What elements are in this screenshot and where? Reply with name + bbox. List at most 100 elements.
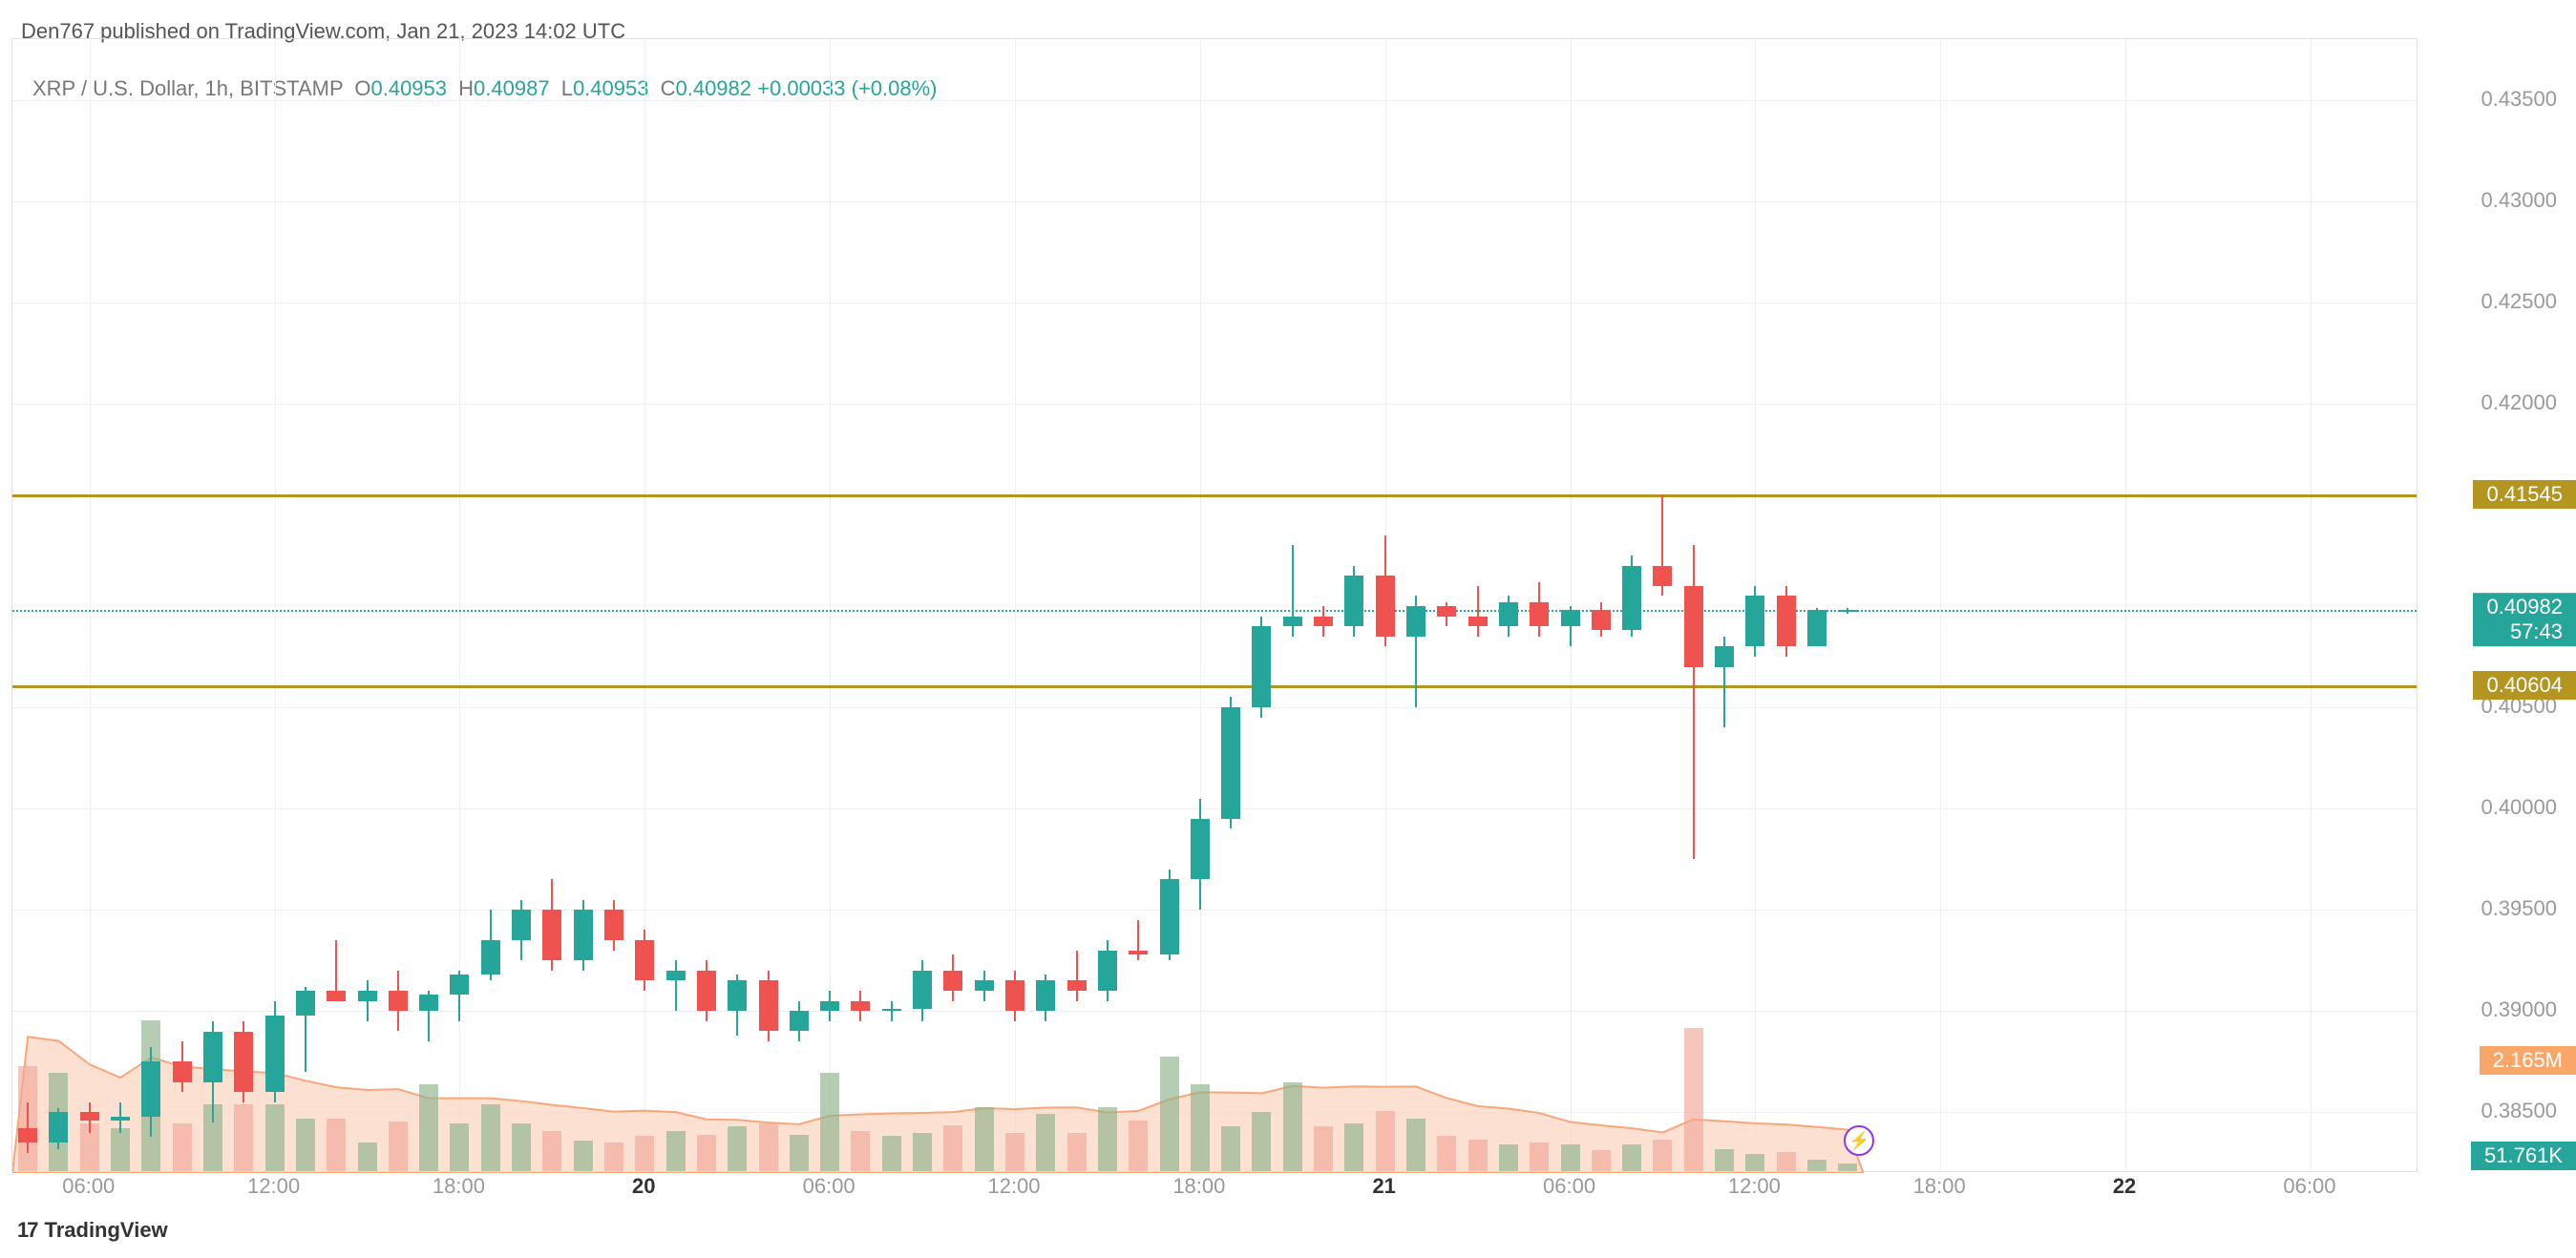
time-tick: 20 bbox=[632, 1174, 655, 1199]
candle[interactable] bbox=[18, 39, 37, 1173]
candle[interactable] bbox=[1129, 39, 1148, 1173]
candle[interactable] bbox=[1437, 39, 1456, 1173]
candle-body bbox=[1468, 617, 1488, 627]
price-tick: 0.39000 bbox=[2481, 997, 2557, 1022]
candle-body bbox=[1499, 602, 1518, 626]
candle[interactable] bbox=[1561, 39, 1580, 1173]
candle[interactable] bbox=[1283, 39, 1302, 1173]
candle[interactable] bbox=[49, 39, 68, 1173]
candle[interactable] bbox=[389, 39, 408, 1173]
candle-wick bbox=[1076, 951, 1078, 1001]
time-tick: 18:00 bbox=[433, 1174, 485, 1199]
candle-body bbox=[1653, 566, 1672, 586]
candle[interactable] bbox=[1777, 39, 1796, 1173]
candle[interactable] bbox=[1252, 39, 1271, 1173]
gridline-v bbox=[2311, 39, 2312, 1171]
candle[interactable] bbox=[851, 39, 870, 1173]
candle[interactable] bbox=[1160, 39, 1179, 1173]
candle-body bbox=[1376, 576, 1395, 637]
candle[interactable] bbox=[943, 39, 962, 1173]
replay-icon[interactable]: ⚡ bbox=[1844, 1125, 1874, 1156]
candle[interactable] bbox=[1098, 39, 1117, 1173]
candle[interactable] bbox=[419, 39, 438, 1173]
candle[interactable] bbox=[296, 39, 315, 1173]
candle[interactable] bbox=[80, 39, 99, 1173]
candle[interactable] bbox=[604, 39, 623, 1173]
candle[interactable] bbox=[1376, 39, 1395, 1173]
candle-body bbox=[450, 975, 469, 995]
candle[interactable] bbox=[790, 39, 809, 1173]
tradingview-logo: 17TradingView bbox=[17, 1218, 168, 1243]
candle[interactable] bbox=[1715, 39, 1734, 1173]
candle[interactable] bbox=[1622, 39, 1641, 1173]
countdown-text: 57:43 bbox=[2486, 619, 2563, 644]
candle[interactable] bbox=[759, 39, 778, 1173]
trend-upper-badge: 0.41545 bbox=[2473, 480, 2576, 509]
price-tick: 0.43500 bbox=[2481, 87, 2557, 112]
candle[interactable] bbox=[1745, 39, 1764, 1173]
candle[interactable] bbox=[728, 39, 747, 1173]
candle[interactable] bbox=[635, 39, 654, 1173]
candle-body bbox=[1160, 879, 1179, 954]
price-chart[interactable]: ⚡ bbox=[11, 38, 2418, 1172]
candle[interactable] bbox=[574, 39, 593, 1173]
candle-body bbox=[1252, 626, 1271, 707]
price-tick: 0.40000 bbox=[2481, 795, 2557, 820]
candle-body bbox=[882, 1009, 901, 1011]
candle[interactable] bbox=[512, 39, 531, 1173]
candle[interactable] bbox=[234, 39, 253, 1173]
candle[interactable] bbox=[173, 39, 192, 1173]
candle[interactable] bbox=[1838, 39, 1857, 1173]
candle[interactable] bbox=[1653, 39, 1672, 1173]
candle[interactable] bbox=[327, 39, 346, 1173]
candle-wick bbox=[367, 980, 369, 1020]
candle-wick bbox=[1477, 586, 1479, 637]
candle[interactable] bbox=[1499, 39, 1518, 1173]
candle[interactable] bbox=[1314, 39, 1333, 1173]
candle[interactable] bbox=[111, 39, 130, 1173]
candle[interactable] bbox=[358, 39, 377, 1173]
candle[interactable] bbox=[1468, 39, 1488, 1173]
candle[interactable] bbox=[1067, 39, 1087, 1173]
candle[interactable] bbox=[1406, 39, 1425, 1173]
candle[interactable] bbox=[913, 39, 932, 1173]
time-axis[interactable]: 06:0012:0018:002006:0012:0018:002106:001… bbox=[11, 1174, 2418, 1212]
candle[interactable] bbox=[203, 39, 222, 1173]
candle-body bbox=[943, 971, 962, 991]
candle[interactable] bbox=[1684, 39, 1703, 1173]
time-tick: 12:00 bbox=[247, 1174, 300, 1199]
candle-body bbox=[173, 1061, 192, 1081]
candle[interactable] bbox=[882, 39, 901, 1173]
candle-body bbox=[419, 995, 438, 1011]
candle[interactable] bbox=[1592, 39, 1611, 1173]
candle[interactable] bbox=[666, 39, 686, 1173]
candle-body bbox=[1406, 606, 1425, 637]
gridline-v bbox=[1940, 39, 1941, 1171]
candle[interactable] bbox=[1807, 39, 1826, 1173]
candle-body bbox=[1344, 576, 1363, 626]
candle-body bbox=[820, 1001, 839, 1012]
trend-lower-badge: 0.40604 bbox=[2473, 671, 2576, 700]
candle[interactable] bbox=[975, 39, 994, 1173]
time-tick: 06:00 bbox=[2283, 1174, 2335, 1199]
candle[interactable] bbox=[820, 39, 839, 1173]
candle[interactable] bbox=[1005, 39, 1024, 1173]
current-price-badge: 0.4098257:43 bbox=[2473, 593, 2576, 646]
candle-body bbox=[1221, 707, 1240, 819]
candle[interactable] bbox=[1191, 39, 1210, 1173]
candle[interactable] bbox=[1344, 39, 1363, 1173]
candle[interactable] bbox=[450, 39, 469, 1173]
candle[interactable] bbox=[1036, 39, 1055, 1173]
candle-wick bbox=[891, 1001, 893, 1021]
candle[interactable] bbox=[542, 39, 561, 1173]
candle-body bbox=[1437, 606, 1456, 617]
candle-body bbox=[1314, 617, 1333, 627]
candle[interactable] bbox=[697, 39, 716, 1173]
candle[interactable] bbox=[1221, 39, 1240, 1173]
candle[interactable] bbox=[141, 39, 160, 1173]
price-axis[interactable]: 0.435000.430000.425000.420000.405000.400… bbox=[2423, 38, 2576, 1172]
candle[interactable] bbox=[1530, 39, 1549, 1173]
time-tick: 18:00 bbox=[1172, 1174, 1225, 1199]
candle[interactable] bbox=[265, 39, 285, 1173]
candle[interactable] bbox=[481, 39, 500, 1173]
